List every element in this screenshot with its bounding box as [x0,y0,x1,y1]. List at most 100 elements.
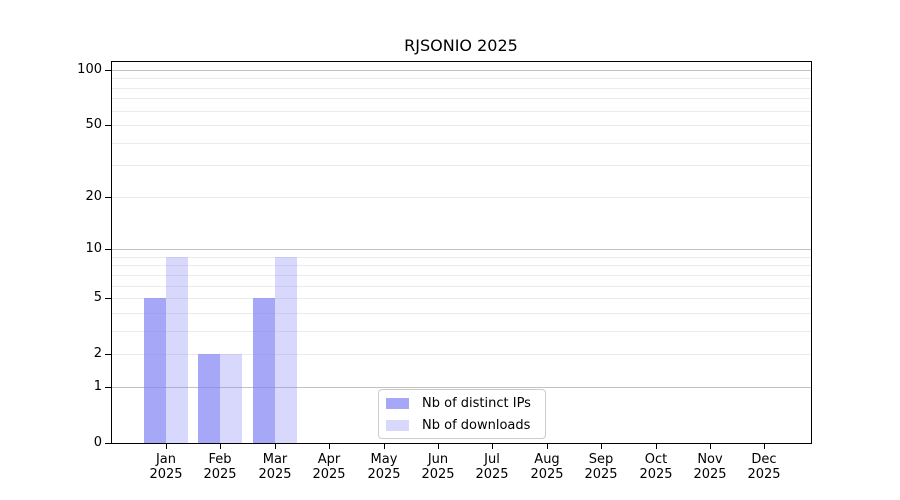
x-tick-year: 2025 [693,467,727,482]
x-tick-label-sep: Sep 2025 [566,452,636,482]
x-tick-may [384,444,385,449]
y-tick-50 [105,125,111,126]
x-tick-dec [764,444,765,449]
bar-nb-of-downloads-mar [275,257,297,443]
x-tick-month: Jul [484,452,500,467]
y-tick-label-100: 100 [77,62,102,77]
x-tick-year: 2025 [367,467,401,482]
bar-nb-of-distinct-ips-mar [253,298,275,443]
bar-nb-of-distinct-ips-feb [198,354,220,443]
y-tick-10 [105,249,111,250]
x-tick-nov [710,444,711,449]
gridline-8 [112,265,811,266]
gridline-9 [112,257,811,258]
bar-nb-of-downloads-jan [166,257,188,443]
x-tick-mar [275,444,276,449]
y-axis-line [111,61,112,444]
x-tick-year: 2025 [747,467,781,482]
bar-nb-of-downloads-feb [220,354,242,443]
gridline-70 [112,98,811,99]
legend-label-nb-of-distinct-ips: Nb of distinct IPs [422,395,531,411]
plot-border-right [811,61,812,444]
gridline-100 [112,70,811,71]
x-tick-year: 2025 [258,467,292,482]
y-tick-100 [105,70,111,71]
gridline-40 [112,143,811,144]
gridline-7 [112,275,811,276]
x-tick-jan [166,444,167,449]
x-tick-label-dec: Dec 2025 [729,452,799,482]
legend-swatch-nb-of-distinct-ips [386,397,409,409]
x-tick-label-feb: Feb 2025 [185,452,255,482]
y-tick-label-10: 10 [85,241,102,256]
gridline-2 [112,354,811,355]
gridline-10 [112,249,811,250]
x-tick-month: Apr [317,452,341,467]
x-tick-jul [492,444,493,449]
x-tick-label-apr: Apr 2025 [294,452,364,482]
gridline-90 [112,78,811,79]
x-tick-year: 2025 [475,467,509,482]
y-tick-20 [105,197,111,198]
gridline-60 [112,111,811,112]
x-tick-label-jan: Jan 2025 [131,452,201,482]
x-tick-aug [547,444,548,449]
x-tick-month: Mar [262,452,288,467]
y-tick-label-20: 20 [85,189,102,204]
x-tick-month: Dec [751,452,777,467]
x-tick-year: 2025 [639,467,673,482]
bar-nb-of-distinct-ips-jan [144,298,166,443]
gridline-6 [112,286,811,287]
x-tick-month: Sep [588,452,614,467]
x-tick-label-may: May 2025 [349,452,419,482]
gridline-50 [112,125,811,126]
x-tick-label-jul: Jul 2025 [457,452,527,482]
y-tick-1 [105,387,111,388]
y-tick-0 [105,443,111,444]
x-tick-jun [438,444,439,449]
legend-row-nb-of-downloads: Nb of downloads [386,414,545,436]
x-tick-month: May [370,452,398,467]
legend-swatch-nb-of-downloads [386,419,409,431]
x-tick-oct [656,444,657,449]
legend-label-nb-of-downloads: Nb of downloads [422,417,531,433]
y-tick-label-2: 2 [93,346,102,361]
x-tick-label-nov: Nov 2025 [675,452,745,482]
x-tick-year: 2025 [530,467,564,482]
chart-title: RJSONIO 2025 [404,36,518,55]
x-tick-label-aug: Aug 2025 [512,452,582,482]
legend-row-nb-of-distinct-ips: Nb of distinct IPs [386,392,545,414]
x-tick-month: Jun [427,452,449,467]
y-tick-label-5: 5 [93,290,102,305]
x-axis-line [111,443,812,444]
gridline-80 [112,88,811,89]
x-tick-year: 2025 [421,467,455,482]
x-tick-label-mar: Mar 2025 [240,452,310,482]
gridline-3 [112,331,811,332]
gridline-20 [112,197,811,198]
y-tick-label-1: 1 [93,379,102,394]
x-tick-month: Nov [697,452,723,467]
x-tick-year: 2025 [584,467,618,482]
x-tick-month: Aug [534,452,560,467]
y-tick-label-50: 50 [85,117,102,132]
x-tick-year: 2025 [203,467,237,482]
x-tick-label-jun: Jun 2025 [403,452,473,482]
x-tick-month: Feb [208,452,232,467]
gridline-1 [112,387,811,388]
y-tick-2 [105,354,111,355]
x-tick-month: Oct [644,452,668,467]
gridline-30 [112,165,811,166]
gridline-4 [112,313,811,314]
x-tick-sep [601,444,602,449]
plot-border-top [111,61,812,62]
x-tick-year: 2025 [312,467,346,482]
gridline-5 [112,298,811,299]
y-tick-label-0: 0 [93,435,102,450]
x-tick-label-oct: Oct 2025 [621,452,691,482]
chart-legend: Nb of distinct IPs Nb of downloads [378,389,546,439]
x-tick-month: Jan [155,452,177,467]
y-tick-5 [105,298,111,299]
x-tick-apr [329,444,330,449]
